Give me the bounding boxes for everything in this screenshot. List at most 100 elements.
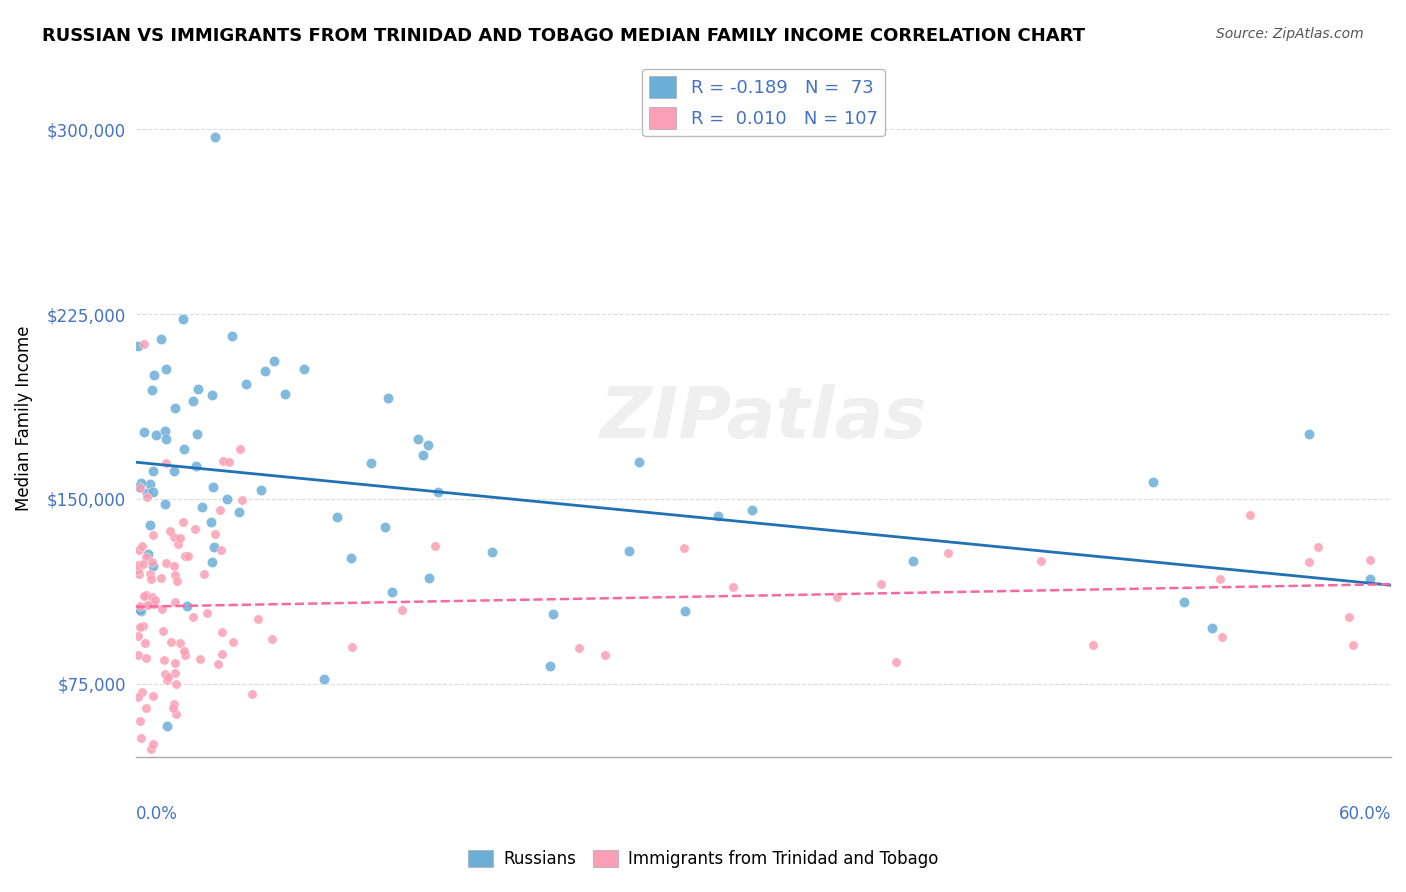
Immigrants from Trinidad and Tobago [207,657,229,671]
Immigrants from Trinidad and Tobago [342,640,364,654]
Immigrants from Trinidad and Tobago [229,442,252,457]
Immigrants from Trinidad and Tobago [141,742,163,756]
Immigrants from Trinidad and Tobago [886,656,908,670]
Immigrants from Trinidad and Tobago [593,648,616,662]
Russians [1173,595,1195,609]
Immigrants from Trinidad and Tobago [870,577,893,591]
Immigrants from Trinidad and Tobago [1306,540,1329,554]
Russians [481,545,503,559]
Russians [200,515,222,529]
Russians [135,486,157,500]
Russians [142,485,165,500]
Russians [249,483,271,497]
Russians [406,432,429,446]
Immigrants from Trinidad and Tobago [162,530,184,544]
Russians [165,401,187,416]
Text: ZIPatlas: ZIPatlas [600,384,927,453]
Immigrants from Trinidad and Tobago [173,644,195,658]
Russians [127,339,149,353]
Immigrants from Trinidad and Tobago [155,456,177,470]
Immigrants from Trinidad and Tobago [240,687,263,701]
Russians [145,427,167,442]
Immigrants from Trinidad and Tobago [1239,508,1261,522]
Russians [228,505,250,519]
Immigrants from Trinidad and Tobago [825,591,848,605]
Immigrants from Trinidad and Tobago [150,601,173,615]
Immigrants from Trinidad and Tobago [139,567,162,582]
Immigrants from Trinidad and Tobago [135,701,157,715]
Russians [418,571,440,585]
Immigrants from Trinidad and Tobago [135,651,157,665]
Russians [141,383,163,397]
Immigrants from Trinidad and Tobago [165,707,187,722]
Russians [426,485,449,500]
Russians [253,364,276,378]
Immigrants from Trinidad and Tobago [169,636,191,650]
Russians [204,130,226,145]
Immigrants from Trinidad and Tobago [139,572,162,586]
Russians [538,658,561,673]
Immigrants from Trinidad and Tobago [391,602,413,616]
Immigrants from Trinidad and Tobago [1211,630,1233,644]
Immigrants from Trinidad and Tobago [142,689,165,703]
Russians [202,540,225,554]
Immigrants from Trinidad and Tobago [181,610,204,624]
Immigrants from Trinidad and Tobago [1209,572,1232,586]
Russians [215,492,238,507]
Immigrants from Trinidad and Tobago [184,522,207,536]
Russians [340,551,363,566]
Russians [235,377,257,392]
Immigrants from Trinidad and Tobago [167,536,190,550]
Russians [129,604,152,618]
Russians [201,387,224,401]
Russians [201,555,224,569]
Russians [186,426,208,441]
Immigrants from Trinidad and Tobago [141,555,163,569]
Russians [374,520,396,534]
Russians [1142,475,1164,489]
Immigrants from Trinidad and Tobago [176,549,198,563]
Russians [142,464,165,478]
Immigrants from Trinidad and Tobago [131,731,153,746]
Immigrants from Trinidad and Tobago [260,632,283,647]
Immigrants from Trinidad and Tobago [247,612,270,626]
Russians [221,328,243,343]
Immigrants from Trinidad and Tobago [163,698,186,712]
Immigrants from Trinidad and Tobago [568,640,591,655]
Russians [901,553,924,567]
Immigrants from Trinidad and Tobago [132,337,155,351]
Immigrants from Trinidad and Tobago [1341,639,1364,653]
Immigrants from Trinidad and Tobago [211,543,233,558]
Russians [377,391,399,405]
Russians [1201,621,1223,635]
Immigrants from Trinidad and Tobago [157,670,180,684]
Immigrants from Trinidad and Tobago [131,539,153,553]
Immigrants from Trinidad and Tobago [172,515,194,529]
Russians [541,607,564,622]
Russians [155,362,177,376]
Immigrants from Trinidad and Tobago [155,556,177,570]
Russians [153,497,176,511]
Immigrants from Trinidad and Tobago [129,714,152,728]
Immigrants from Trinidad and Tobago [721,580,744,594]
Immigrants from Trinidad and Tobago [128,481,150,495]
Immigrants from Trinidad and Tobago [135,588,157,602]
Immigrants from Trinidad and Tobago [132,589,155,603]
Immigrants from Trinidad and Tobago [132,557,155,571]
Immigrants from Trinidad and Tobago [174,549,197,563]
Legend: R = -0.189   N =  73, R =  0.010   N = 107: R = -0.189 N = 73, R = 0.010 N = 107 [643,69,884,136]
Russians [139,476,162,491]
Legend: Russians, Immigrants from Trinidad and Tobago: Russians, Immigrants from Trinidad and T… [461,843,945,875]
Russians [142,558,165,573]
Immigrants from Trinidad and Tobago [163,567,186,582]
Russians [187,382,209,396]
Immigrants from Trinidad and Tobago [166,574,188,589]
Russians [274,386,297,401]
Immigrants from Trinidad and Tobago [222,634,245,648]
Russians [741,502,763,516]
Immigrants from Trinidad and Tobago [153,667,176,681]
Russians [416,438,439,452]
Immigrants from Trinidad and Tobago [231,492,253,507]
Immigrants from Trinidad and Tobago [188,651,211,665]
Russians [191,500,214,514]
